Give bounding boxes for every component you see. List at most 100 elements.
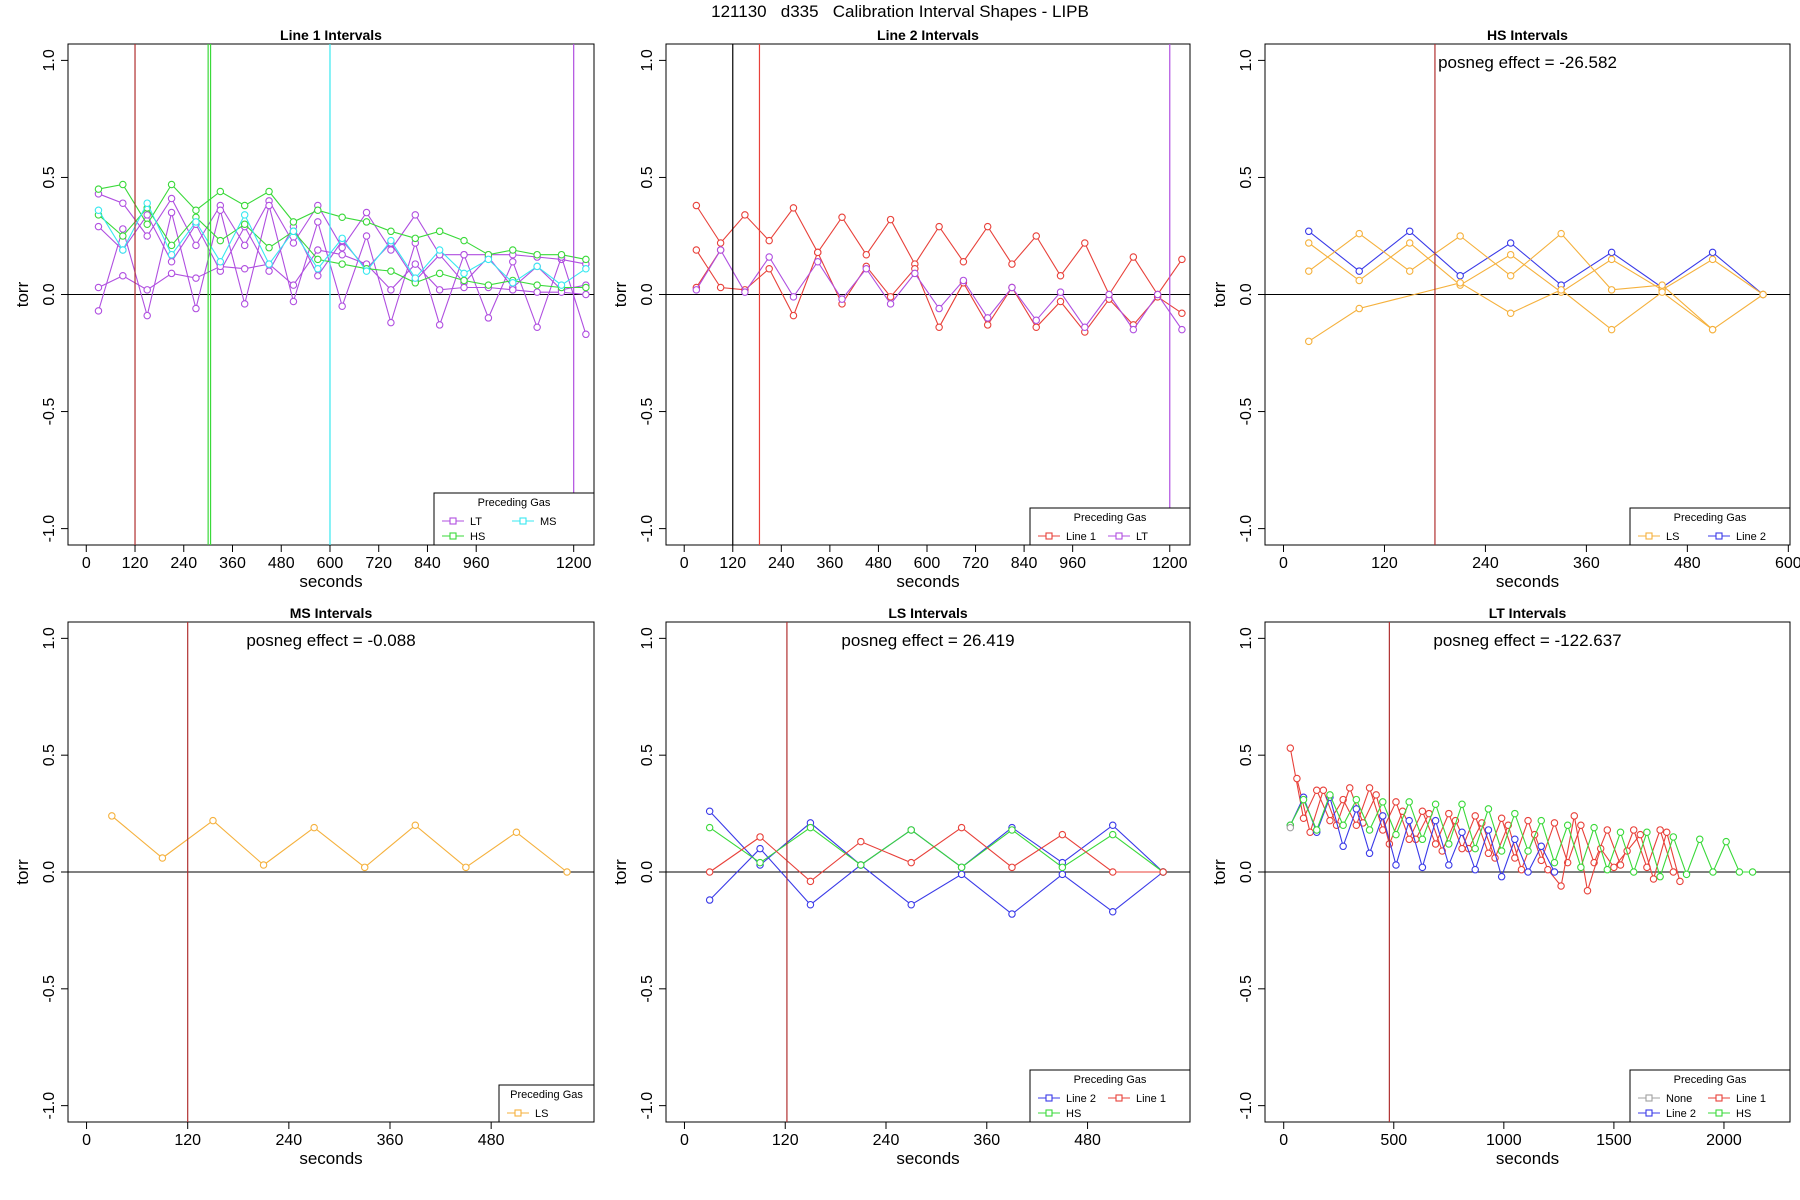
data-point [1392,861,1400,869]
data-point [862,264,871,273]
data-point [1656,872,1664,881]
data-point [1629,868,1638,876]
figure-title: 121130 d335 Calibration Interval Shapes … [711,2,1089,21]
data-point [289,218,298,226]
data-point [705,823,714,832]
data-point [338,243,346,252]
data-point [158,854,167,862]
data-point [192,241,200,250]
data-point [813,257,822,266]
data-point [1759,290,1767,299]
legend: Preceding Gas LS Line 2 [1629,507,1791,546]
data-point [265,243,273,252]
data-point [789,204,798,212]
data-point [957,870,966,879]
data-point [1676,877,1684,886]
data-point [1471,812,1479,820]
chart-panel-2: Line 2 Intervals 0 120 240 360 480 600 720 840 96… [611,27,1191,591]
legend-entry-label: LS [1666,531,1679,543]
chart-panel-1: Line 1 Intervals 0 120 240 360 480 600 720 840 96… [13,27,595,591]
y-tick-label: 0.0 [1238,283,1255,305]
data-point [1345,784,1354,792]
x-tick-label: 600 [1775,555,1800,572]
data-point [119,199,127,207]
data-point [1524,847,1532,855]
series-line-ls [1308,282,1713,342]
data-point [509,286,517,294]
data-point [484,255,493,264]
data-point [765,264,773,273]
data-point [838,295,846,303]
panel-title: LS Intervals [888,605,968,621]
legend-swatch-marker [514,1109,522,1117]
data-point [1312,786,1321,794]
data-point [1506,309,1515,317]
panel-title: LT Intervals [1489,605,1567,621]
legend: Preceding Gas LS [498,1084,595,1123]
x-tick-label: 240 [276,1132,303,1149]
x-tick-label: 0 [680,555,689,572]
data-point [1405,227,1414,236]
data-point [259,861,268,869]
y-tick-label: -1.0 [41,515,58,543]
data-point [460,236,468,245]
data-point [411,260,420,268]
x-tick-label: 120 [772,1132,799,1149]
data-point [167,208,176,217]
data-point [1669,868,1678,876]
data-point [1355,267,1363,275]
data-point [435,286,444,294]
data-point [1682,870,1691,879]
data-point [94,222,103,231]
panel-title: Line 2 Intervals [877,27,979,43]
data-point [360,863,369,872]
data-point [813,248,822,257]
data-point [907,858,915,867]
x-tick-label: 480 [865,555,892,572]
data-point [209,816,217,825]
y-tick-label: 0.5 [41,744,58,766]
data-point [582,255,590,264]
data-point [411,274,420,282]
data-point [310,823,318,832]
data-point [119,225,127,233]
data-point [533,250,541,259]
series-line-hs [709,826,1164,873]
data-point [1379,798,1387,806]
data-point [1511,835,1519,844]
data-point [1108,868,1117,876]
x-tick-label: 240 [768,555,795,572]
data-point [1458,844,1466,853]
legend-entry-label: Line 1 [1736,1093,1766,1105]
plot-area [68,622,594,1122]
data-point [1658,281,1666,289]
x-tick-label: 480 [478,1132,505,1149]
x-tick-label: 360 [1573,555,1600,572]
legend-title: Preceding Gas [1674,512,1747,524]
data-point [1431,840,1440,848]
data-point [338,302,346,310]
y-tick-label: 0.5 [639,744,656,766]
data-point [314,246,322,254]
x-tick-label: 840 [414,555,441,572]
data-point [1319,786,1328,794]
legend-entry-label: Line 2 [1066,1093,1096,1105]
x-tick-label: 720 [962,555,989,572]
legend-entry-label: LS [535,1108,548,1120]
posneg-annotation: posneg effect = 26.419 [841,631,1014,650]
data-point [716,239,725,247]
y-tick-label: 1.0 [639,49,656,71]
data-point [907,826,915,834]
data-point [216,206,225,214]
data-point [1497,814,1506,823]
legend-entry-label: HS [1066,1108,1081,1120]
plot-area [1265,622,1790,1122]
data-point [143,311,151,320]
legend-entry-label: Line 1 [1066,531,1096,543]
data-point [857,837,865,846]
data-point [216,236,225,245]
data-point [1355,304,1363,313]
data-point [314,272,322,280]
y-tick-label: -0.5 [41,975,58,1003]
data-point [1365,784,1374,792]
